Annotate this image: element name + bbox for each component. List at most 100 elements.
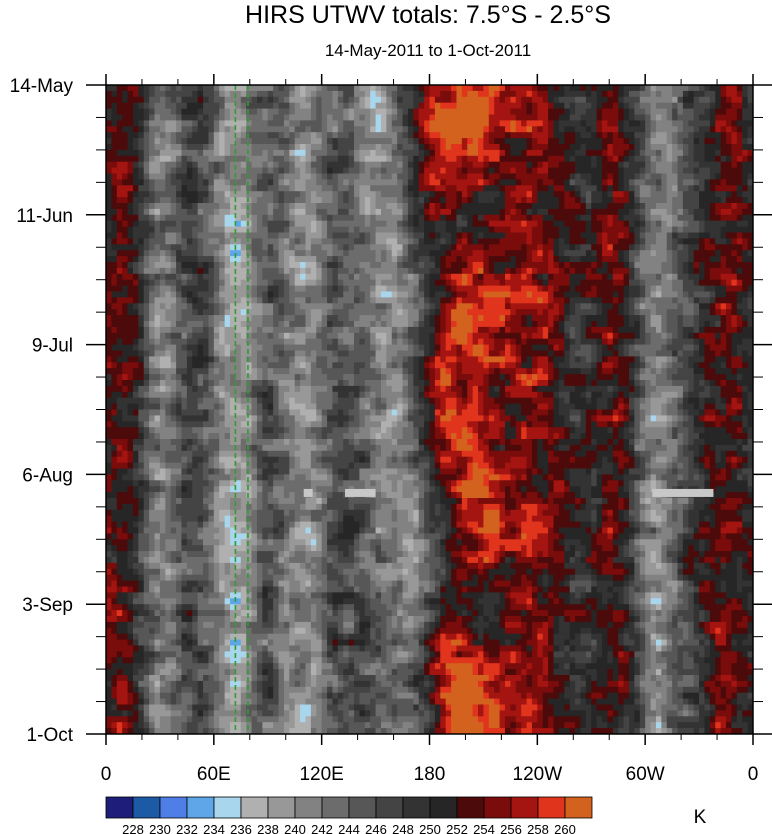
- heatmap-cell: [117, 233, 123, 240]
- heatmap-cell: [489, 120, 495, 127]
- heatmap-cell: [656, 221, 662, 228]
- heatmap-cell: [683, 286, 689, 293]
- heatmap-cell: [117, 262, 123, 269]
- heatmap-cell: [408, 268, 414, 275]
- heatmap-cell: [678, 156, 684, 163]
- heatmap-cell: [527, 315, 533, 322]
- heatmap-cell: [327, 97, 333, 104]
- heatmap-cell: [165, 150, 171, 157]
- heatmap-cell: [338, 120, 344, 127]
- heatmap-cell: [413, 238, 419, 245]
- heatmap-cell: [219, 197, 225, 204]
- heatmap-cell: [257, 292, 263, 299]
- heatmap-cell: [586, 256, 592, 263]
- heatmap-cell: [214, 185, 220, 192]
- heatmap-cell: [602, 138, 608, 145]
- heatmap-cell: [327, 274, 333, 281]
- heatmap-cell: [273, 97, 279, 104]
- heatmap-cell: [273, 203, 279, 210]
- heatmap-cell: [171, 233, 177, 240]
- heatmap-cell: [155, 174, 161, 181]
- heatmap-cell: [133, 174, 139, 181]
- heatmap-cell: [413, 280, 419, 287]
- heatmap-cell: [273, 303, 279, 310]
- heatmap-cell: [300, 97, 306, 104]
- heatmap-cell: [607, 162, 613, 169]
- heatmap-cell: [106, 262, 112, 269]
- heatmap-cell: [527, 85, 533, 92]
- heatmap-cell: [494, 144, 500, 151]
- heatmap-cell: [138, 191, 144, 198]
- heatmap-cell: [661, 286, 667, 293]
- heatmap-cell: [133, 244, 139, 251]
- heatmap-cell: [494, 321, 500, 328]
- heatmap-cell: [618, 91, 624, 98]
- heatmap-cell: [181, 327, 187, 334]
- heatmap-cell: [316, 327, 322, 334]
- heatmap-cell: [311, 327, 317, 334]
- heatmap-cell: [575, 91, 581, 98]
- heatmap-cell: [327, 138, 333, 145]
- heatmap-cell: [467, 238, 473, 245]
- heatmap-cell: [645, 91, 651, 98]
- heatmap-cell: [715, 238, 721, 245]
- heatmap-cell: [413, 262, 419, 269]
- heatmap-cell: [570, 321, 576, 328]
- heatmap-cell: [651, 162, 657, 169]
- heatmap-cell: [473, 227, 479, 234]
- heatmap-cell: [543, 256, 549, 263]
- heatmap-cell: [295, 115, 301, 122]
- heatmap-cell: [343, 268, 349, 275]
- heatmap-cell: [726, 256, 732, 263]
- heatmap-cell: [505, 280, 511, 287]
- heatmap-cell: [494, 280, 500, 287]
- heatmap-cell: [246, 91, 252, 98]
- heatmap-cell: [543, 156, 549, 163]
- heatmap-cell: [106, 209, 112, 216]
- heatmap-cell: [214, 156, 220, 163]
- heatmap-cell: [532, 274, 538, 281]
- heatmap-cell: [478, 209, 484, 216]
- heatmap-cell: [241, 274, 247, 281]
- heatmap-cell: [214, 233, 220, 240]
- heatmap-cell: [602, 268, 608, 275]
- heatmap-cell: [510, 120, 516, 127]
- heatmap-cell: [559, 292, 565, 299]
- heatmap-cell: [122, 85, 128, 92]
- heatmap-cell: [192, 250, 198, 257]
- heatmap-cell: [349, 185, 355, 192]
- heatmap-cell: [171, 238, 177, 245]
- heatmap-cell: [440, 286, 446, 293]
- heatmap-cell: [144, 233, 150, 240]
- heatmap-cell: [715, 109, 721, 116]
- heatmap-cell: [311, 238, 317, 245]
- heatmap-cell: [192, 126, 198, 133]
- heatmap-cell: [408, 162, 414, 169]
- heatmap-cell: [149, 262, 155, 269]
- heatmap-cell: [322, 256, 328, 263]
- heatmap-cell: [187, 162, 193, 169]
- heatmap-cell: [645, 292, 651, 299]
- heatmap-cell: [710, 262, 716, 269]
- heatmap-cell: [564, 297, 570, 304]
- heatmap-cell: [721, 168, 727, 175]
- heatmap-cell: [133, 97, 139, 104]
- heatmap-cell: [597, 168, 603, 175]
- heatmap-cell: [225, 262, 231, 269]
- heatmap-cell: [365, 227, 371, 234]
- heatmap-cell: [467, 203, 473, 210]
- heatmap-cell: [171, 209, 177, 216]
- heatmap-cell: [376, 203, 382, 210]
- heatmap-cell: [645, 315, 651, 322]
- heatmap-cell: [338, 197, 344, 204]
- heatmap-cell: [252, 126, 258, 133]
- heatmap-cell: [462, 274, 468, 281]
- heatmap-cell: [327, 297, 333, 304]
- heatmap-cell: [710, 91, 716, 98]
- heatmap-cell: [187, 244, 193, 251]
- heatmap-cell: [305, 280, 311, 287]
- heatmap-cell: [262, 292, 268, 299]
- heatmap-cell: [651, 233, 657, 240]
- heatmap-cell: [144, 297, 150, 304]
- heatmap-cell: [106, 162, 112, 169]
